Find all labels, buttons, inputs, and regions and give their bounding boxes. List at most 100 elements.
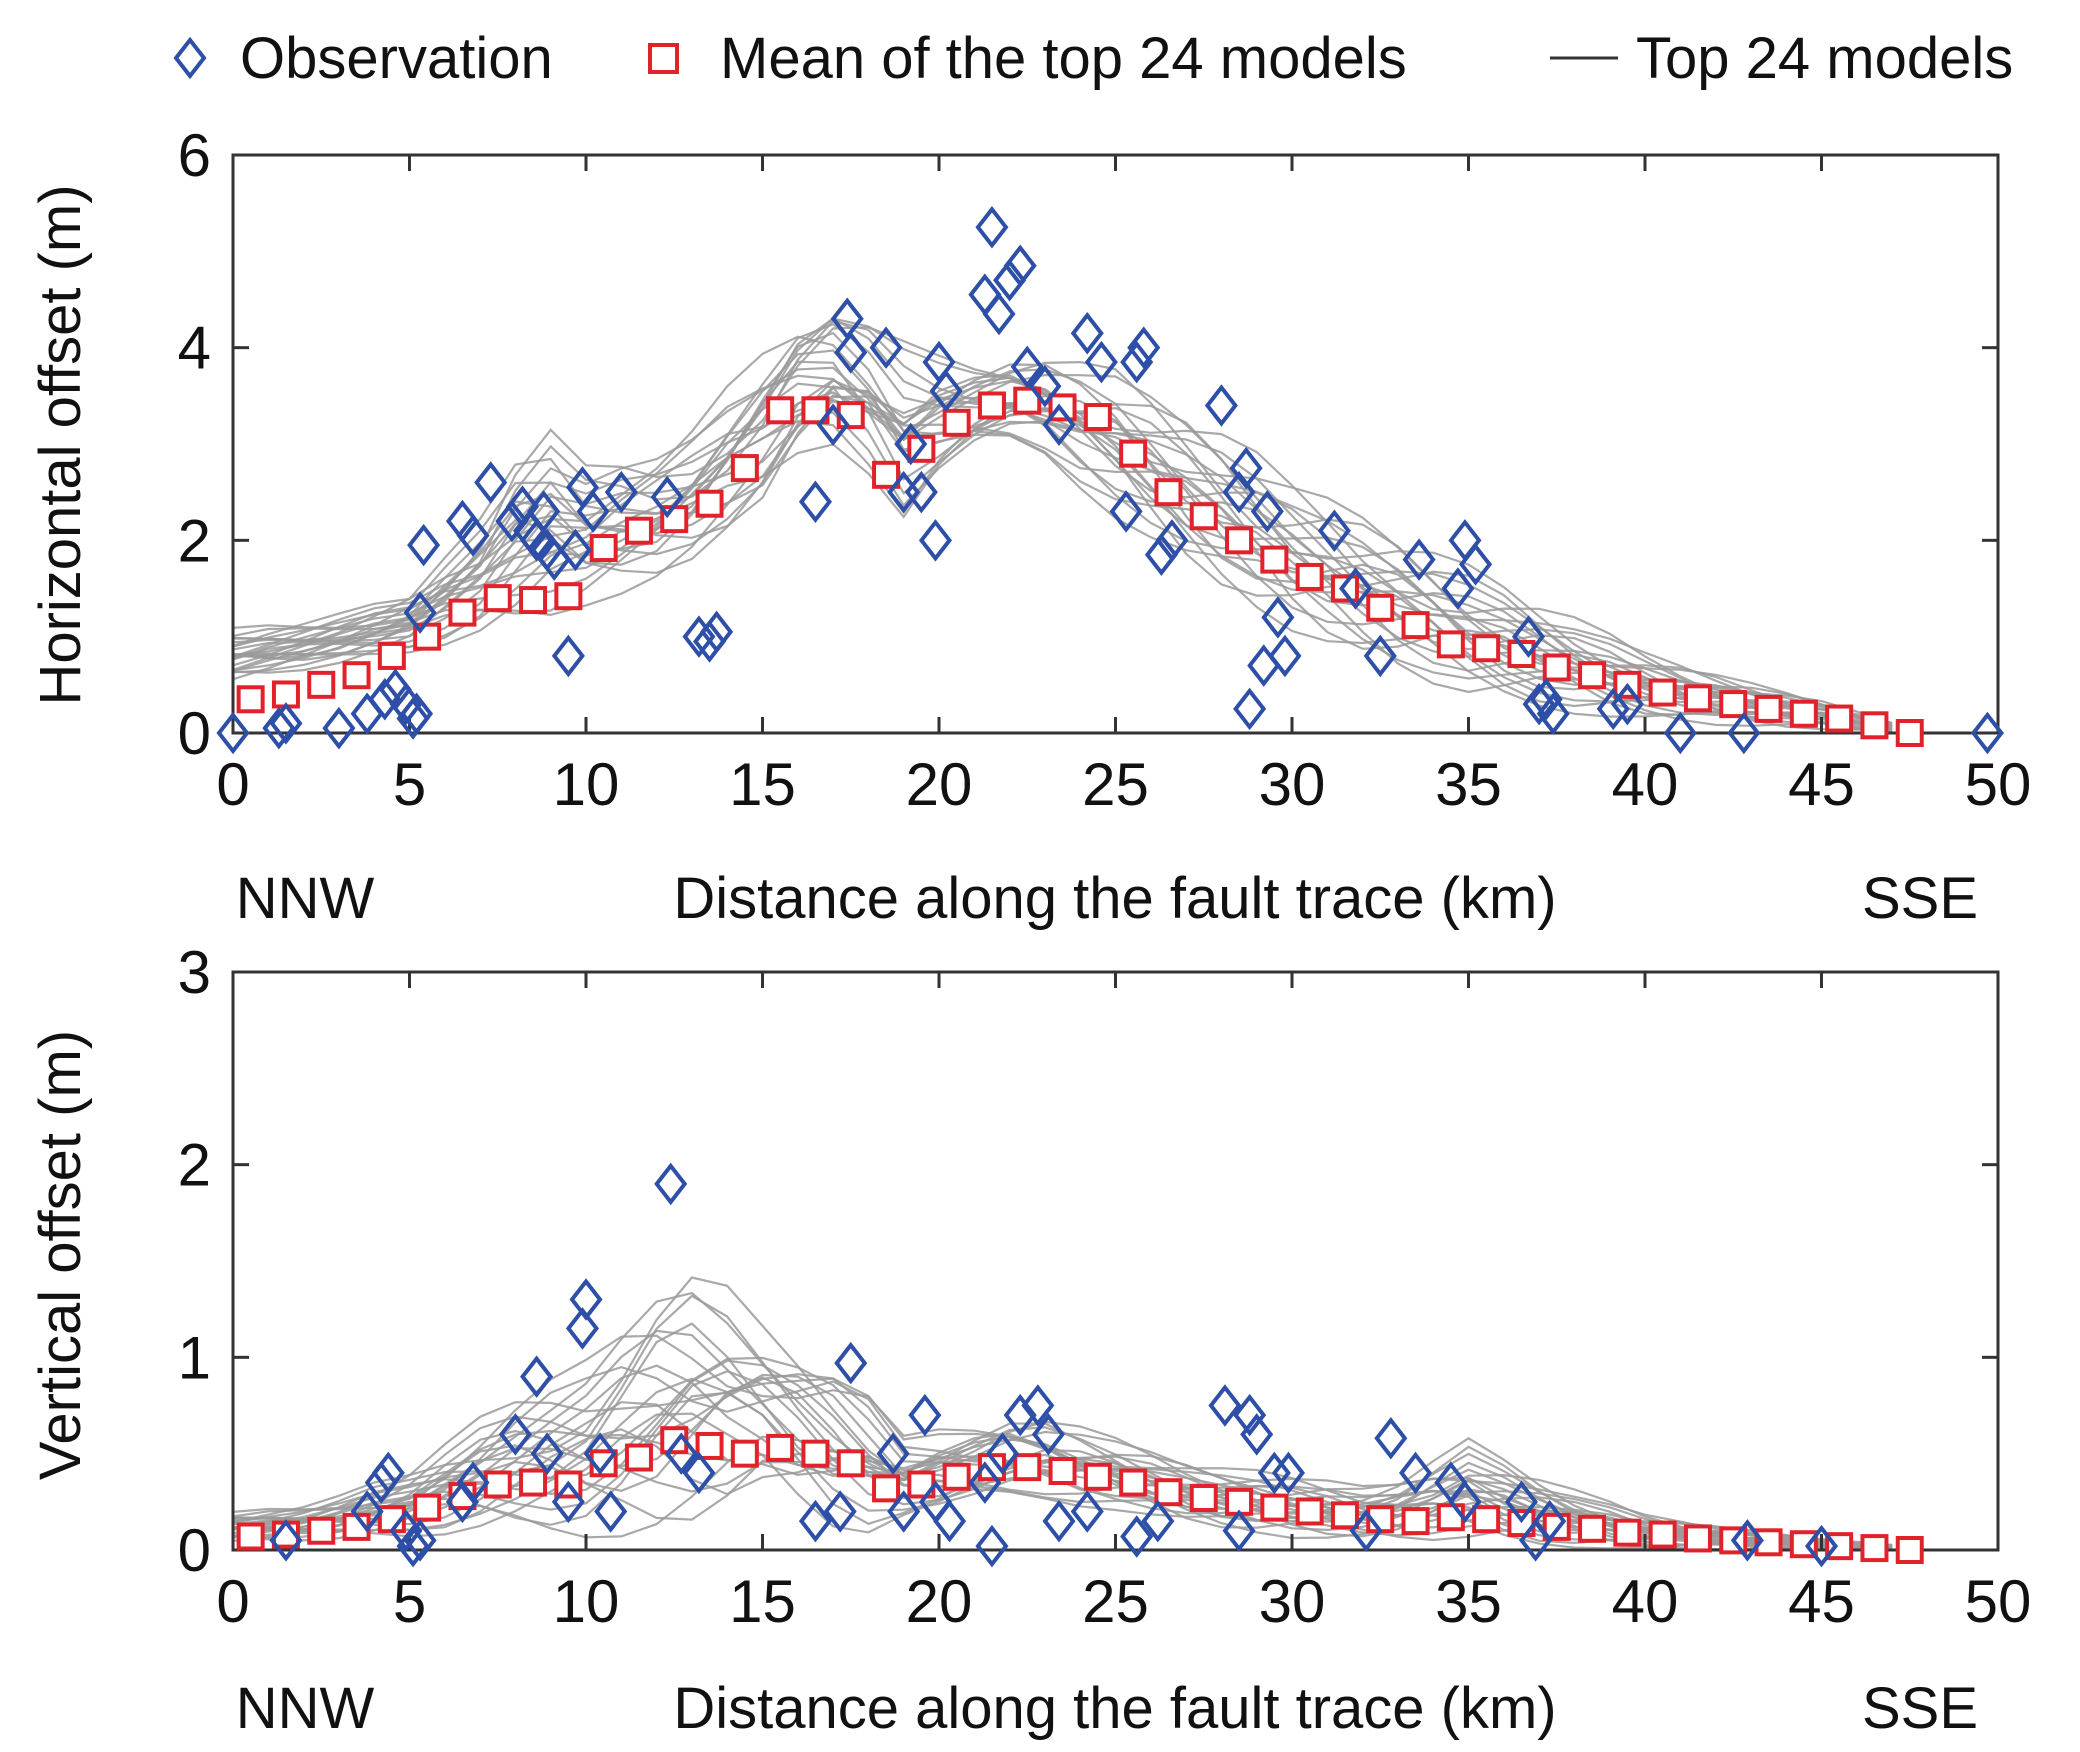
horizontal-mean-marker	[483, 584, 512, 613]
horizontal-observation-marker	[551, 634, 585, 678]
horizontal-mean-marker	[1789, 699, 1818, 728]
horizontal-sse-label: SSE	[1862, 866, 1978, 931]
vertical-observation-marker	[1804, 1524, 1839, 1568]
horizontal-observation-marker	[474, 461, 508, 504]
vertical-ticks: 0 5 10 15 20 25 30 35 40 45 50 0 1 2 3	[178, 939, 2032, 1635]
horizontal-observation-marker	[1536, 692, 1570, 735]
horizontal-ticks: 0 5 10 15 20 25 30 35 40 45 50 0 2 4 6	[178, 122, 2032, 818]
horizontal-mean-marker	[1825, 704, 1854, 733]
horizontal-mean-marker	[377, 641, 406, 670]
vertical-y-tick-label: 0	[178, 1517, 211, 1584]
horizontal-mean-marker	[730, 454, 759, 483]
horizontal-x-tick-label: 20	[906, 751, 973, 818]
horizontal-observation-marker	[1028, 364, 1062, 408]
vertical-mean-marker	[695, 1431, 724, 1460]
horizontal-model-line	[232, 317, 1893, 728]
vertical-x-tick-label: 35	[1435, 1568, 1502, 1635]
vertical-observation-marker	[350, 1490, 384, 1533]
horizontal-observation-marker	[1522, 682, 1556, 726]
vertical-x-axis-title: Distance along the fault trace (km)	[673, 1676, 1556, 1741]
vertical-observation-marker	[1042, 1499, 1076, 1543]
horizontal-observation-marker	[1120, 340, 1154, 384]
horizontal-observation-marker	[1459, 543, 1493, 586]
vertical-x-tick-label: 5	[393, 1568, 426, 1635]
vertical-mean-marker	[836, 1449, 865, 1478]
legend-mean-marker	[648, 43, 679, 74]
horizontal-observation-marker	[1127, 326, 1161, 369]
horizontal-y-axis-title: Horizontal offset (m)	[28, 184, 93, 705]
vertical-y-tick-label: 1	[178, 1324, 211, 1391]
vertical-mean-marker	[624, 1443, 653, 1472]
vertical-observation-marker	[908, 1393, 942, 1437]
horizontal-observation-marker	[456, 514, 490, 557]
horizontal-model-line	[232, 366, 1893, 729]
horizontal-mean-marker	[872, 460, 901, 489]
horizontal-x-tick-label: 15	[729, 751, 796, 818]
vertical-observation-marker	[569, 1278, 603, 1321]
vertical-observation-marker	[403, 1519, 437, 1562]
horizontal-observation-marker	[975, 205, 1009, 249]
horizontal-observation-marker	[798, 480, 832, 524]
legend: Observation Mean of the top 24 models To…	[173, 26, 2013, 91]
horizontal-mean-marker	[307, 670, 336, 699]
horizontal-x-tick-label: 50	[1965, 751, 2032, 818]
vertical-mean-marker	[1083, 1462, 1112, 1491]
horizontal-observation-marker	[262, 706, 296, 750]
vertical-nnw-label: NNW	[236, 1676, 375, 1741]
vertical-observation-marker	[975, 1524, 1009, 1568]
vertical-observation-markers	[269, 1162, 1839, 1568]
vertical-observation-marker	[664, 1432, 698, 1475]
vertical-y-axis-title: Vertical offset (m)	[28, 1030, 93, 1480]
horizontal-observation-marker	[1070, 311, 1104, 355]
horizontal-observation-marker	[495, 499, 529, 543]
vertical-x-tick-label: 40	[1612, 1568, 1679, 1635]
vertical-mean-marker	[660, 1426, 689, 1455]
horizontal-x-tick-label: 25	[1082, 751, 1149, 818]
vertical-x-tick-label: 0	[216, 1568, 249, 1635]
horizontal-mean-marker	[554, 582, 583, 611]
horizontal-mean-marker	[1260, 545, 1289, 574]
legend-mean-label: Mean of the top 24 models	[720, 26, 1407, 91]
vertical-mean-marker	[942, 1462, 971, 1491]
vertical-mean-marker	[413, 1493, 442, 1522]
horizontal-observation-marker	[1250, 490, 1284, 533]
horizontal-nnw-label: NNW	[236, 866, 375, 931]
horizontal-observation-marker	[904, 470, 938, 514]
horizontal-mean-marker	[1578, 661, 1607, 690]
vertical-mean-marker	[1295, 1497, 1324, 1526]
vertical-mean-marker	[872, 1474, 901, 1503]
horizontal-mean-marker	[1330, 574, 1359, 603]
vertical-observation-marker	[594, 1490, 628, 1533]
horizontal-observation-marker	[1042, 403, 1076, 446]
vertical-observation-marker	[1233, 1393, 1267, 1437]
horizontal-y-tick-label: 2	[178, 507, 211, 574]
horizontal-mean-marker	[624, 516, 653, 545]
horizontal-observation-marker	[1663, 711, 1697, 755]
vertical-mean-marker	[1048, 1457, 1077, 1486]
horizontal-y-tick-label: 4	[178, 315, 211, 382]
vertical-observation-marker	[1222, 1509, 1256, 1552]
vertical-observation-marker	[986, 1432, 1020, 1475]
vertical-mean-marker	[1401, 1507, 1430, 1536]
vertical-observation-marker	[389, 1509, 423, 1552]
vertical-observation-marker	[968, 1461, 1002, 1504]
vertical-x-tick-label: 15	[729, 1568, 796, 1635]
horizontal-mean-marker	[942, 408, 971, 437]
vertical-observation-marker	[530, 1432, 564, 1475]
horizontal-observation-marker	[1155, 519, 1189, 562]
horizontal-mean-marker	[1189, 502, 1218, 531]
legend-observation-entry: Observation	[173, 26, 553, 91]
horizontal-mean-markers	[236, 386, 1924, 747]
vertical-x-tick-label: 50	[1965, 1568, 2032, 1635]
horizontal-observation-marker	[407, 523, 441, 567]
vertical-observation-marker	[1021, 1384, 1055, 1427]
horizontal-mean-marker	[1436, 630, 1465, 659]
vertical-mean-marker	[1825, 1532, 1854, 1561]
vertical-mean-marker	[1154, 1478, 1183, 1507]
horizontal-observation-marker	[1010, 345, 1044, 389]
horizontal-observation-marker	[400, 692, 434, 735]
vertical-mean-marker	[1119, 1468, 1148, 1497]
vertical-y-tick-label: 3	[178, 939, 211, 1006]
horizontal-mean-marker	[1648, 678, 1677, 707]
horizontal-observation-marker	[1084, 340, 1118, 384]
